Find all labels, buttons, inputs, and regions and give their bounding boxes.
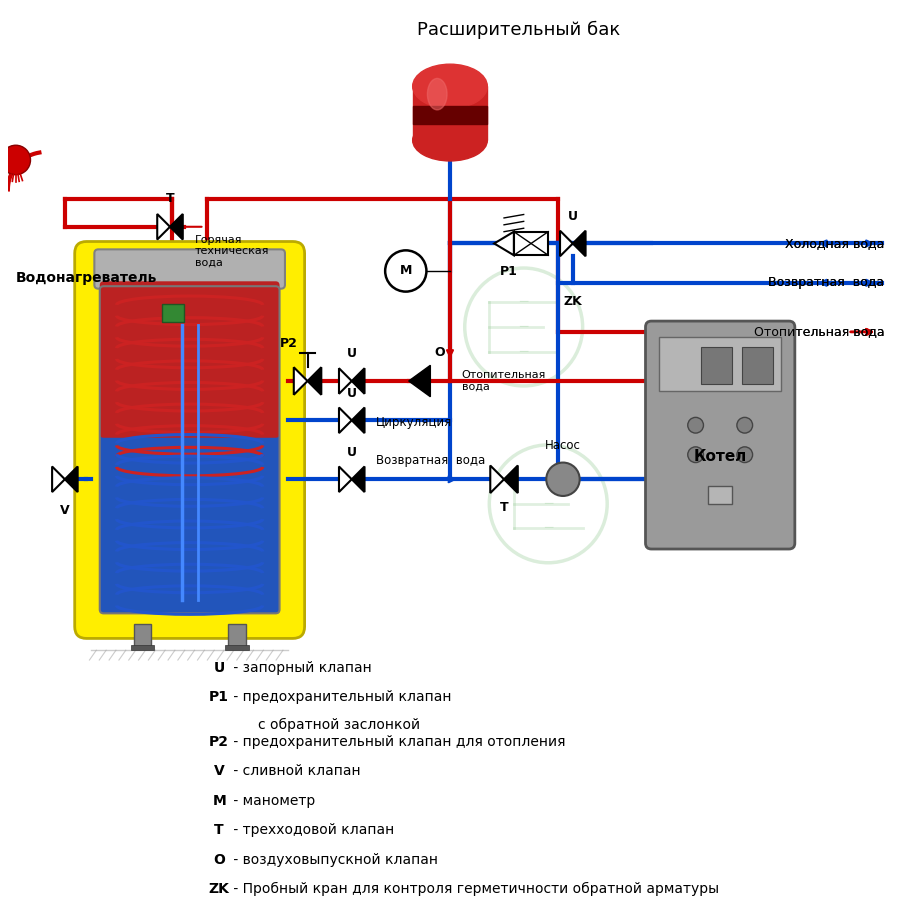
Bar: [130, 645, 154, 650]
Polygon shape: [293, 367, 308, 395]
Polygon shape: [572, 230, 586, 256]
Polygon shape: [158, 214, 170, 239]
Text: V: V: [214, 764, 224, 778]
Text: V: V: [60, 504, 69, 517]
Text: - Пробный кран для контроля герметичности обратной арматуры: - Пробный кран для контроля герметичност…: [229, 882, 719, 896]
Text: Водонагреватель: Водонагреватель: [16, 271, 158, 285]
Text: Отопительная
вода: Отопительная вода: [462, 370, 546, 392]
Text: ─: ─: [519, 320, 528, 334]
Bar: [742, 346, 773, 384]
Text: - предохранительный клапан: - предохранительный клапан: [229, 690, 452, 705]
Bar: [514, 231, 548, 256]
Text: T: T: [214, 824, 224, 837]
Polygon shape: [494, 231, 514, 256]
Text: Отопительная вода: Отопительная вода: [753, 326, 884, 338]
FancyBboxPatch shape: [100, 430, 280, 614]
Text: - манометр: - манометр: [229, 794, 315, 807]
Ellipse shape: [413, 120, 487, 161]
Polygon shape: [352, 408, 365, 433]
Text: Котел: Котел: [694, 449, 747, 464]
Polygon shape: [65, 466, 77, 492]
Text: U: U: [346, 347, 356, 360]
Text: - трехходовой клапан: - трехходовой клапан: [229, 824, 394, 837]
Text: Расширительный бак: Расширительный бак: [417, 22, 620, 40]
Polygon shape: [308, 367, 321, 395]
Circle shape: [688, 446, 704, 463]
Bar: [162, 304, 184, 321]
Text: U: U: [346, 387, 356, 400]
Text: T: T: [166, 193, 175, 205]
Text: P2: P2: [209, 734, 230, 749]
Text: Насос: Насос: [545, 439, 580, 452]
Text: Возвратная  вода: Возвратная вода: [376, 454, 486, 467]
Text: Циркуляция: Циркуляция: [376, 416, 453, 428]
Text: P1: P1: [209, 690, 230, 705]
Text: Отопительная вода: Отопительная вода: [753, 326, 884, 338]
Polygon shape: [560, 230, 572, 256]
Circle shape: [546, 463, 580, 496]
Text: P2: P2: [280, 337, 298, 349]
Text: O: O: [435, 346, 446, 359]
Text: P1: P1: [500, 266, 518, 278]
Text: U: U: [568, 210, 578, 223]
Text: ─: ─: [519, 295, 528, 310]
Ellipse shape: [428, 78, 447, 110]
Circle shape: [688, 418, 704, 433]
Text: - предохранительный клапан для отопления: - предохранительный клапан для отопления: [229, 734, 565, 749]
Bar: [225, 645, 248, 650]
Circle shape: [1, 145, 31, 175]
Text: M: M: [400, 265, 412, 277]
Bar: [228, 624, 246, 648]
Text: U: U: [346, 446, 356, 459]
FancyBboxPatch shape: [645, 321, 795, 549]
Ellipse shape: [413, 64, 487, 108]
Text: O: O: [213, 852, 225, 867]
Polygon shape: [352, 368, 365, 394]
Text: - воздуховыпускной клапан: - воздуховыпускной клапан: [229, 852, 438, 867]
FancyBboxPatch shape: [100, 282, 280, 437]
FancyBboxPatch shape: [94, 249, 285, 289]
Polygon shape: [352, 466, 365, 492]
Polygon shape: [409, 365, 430, 397]
Bar: [660, 337, 781, 391]
Circle shape: [737, 418, 752, 433]
Text: Возвратная  вода: Возвратная вода: [768, 276, 884, 289]
Bar: [700, 346, 732, 384]
Text: U: U: [213, 661, 225, 675]
Text: ─: ─: [544, 497, 553, 511]
Text: Холодная вода: Холодная вода: [785, 237, 884, 250]
Polygon shape: [491, 465, 504, 493]
Polygon shape: [339, 408, 352, 433]
Text: M: M: [212, 794, 226, 807]
Text: Возвратная  вода: Возвратная вода: [768, 276, 884, 289]
Text: ZK: ZK: [209, 882, 230, 896]
Polygon shape: [170, 214, 183, 239]
Polygon shape: [52, 466, 65, 492]
Text: ─: ─: [544, 472, 553, 486]
Text: Горячая
техническая
вода: Горячая техническая вода: [194, 235, 269, 268]
Text: ─: ─: [519, 345, 528, 358]
Bar: [134, 624, 151, 648]
Circle shape: [385, 250, 427, 292]
Bar: [413, 106, 487, 123]
Polygon shape: [339, 466, 352, 492]
Text: с обратной заслонкой: с обратной заслонкой: [258, 718, 420, 732]
Text: - сливной клапан: - сливной клапан: [229, 764, 361, 778]
Text: ZK: ZK: [563, 294, 582, 308]
Bar: [413, 86, 487, 140]
Text: T: T: [500, 501, 508, 514]
Text: ─: ─: [544, 521, 553, 535]
Polygon shape: [504, 465, 518, 493]
Text: - запорный клапан: - запорный клапан: [229, 661, 372, 675]
FancyBboxPatch shape: [75, 241, 304, 638]
Text: Холодная вода: Холодная вода: [785, 237, 884, 250]
Polygon shape: [339, 368, 352, 394]
Bar: [708, 486, 732, 504]
Circle shape: [737, 446, 752, 463]
